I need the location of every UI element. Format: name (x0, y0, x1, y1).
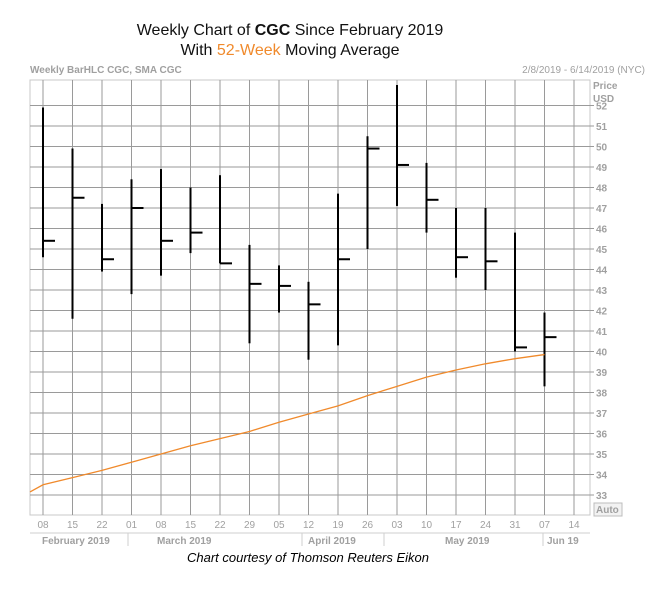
x-tick-label: 05 (273, 520, 285, 531)
x-tick-label: 03 (391, 520, 403, 531)
y-tick-label: 47 (596, 204, 608, 215)
y-tick-label: 43 (596, 286, 608, 297)
moving-average (29, 353, 545, 493)
month-label: April 2019 (308, 536, 356, 547)
x-tick-label: 14 (568, 520, 580, 531)
y-tick-label: 33 (596, 491, 608, 502)
subtitle-suffix: Moving Average (280, 42, 400, 59)
y-tick-label: 42 (596, 307, 608, 318)
x-tick-label: 08 (37, 520, 49, 531)
sma-line (29, 353, 545, 493)
y-tick-label: 50 (596, 143, 608, 154)
header-right: 2/8/2019 - 6/14/2019 (NYC) (522, 65, 645, 76)
x-tick-label: 24 (480, 520, 492, 531)
grid-lines (30, 80, 594, 515)
x-tick-label: 31 (509, 520, 521, 531)
x-tick-label: 29 (244, 520, 256, 531)
y-tick-label: 51 (596, 122, 608, 133)
x-tick-label: 01 (126, 520, 138, 531)
y-tick-label: 48 (596, 184, 608, 195)
month-label: Jun 19 (547, 536, 579, 547)
y-tick-label: 35 (596, 450, 608, 461)
y-tick-label: 34 (596, 471, 608, 482)
header-left: Weekly BarHLC CGC, SMA CGC (30, 65, 182, 76)
title-ticker: CGC (254, 22, 291, 39)
y-tick-label: 46 (596, 225, 608, 236)
y-axis-label-price: Price (593, 81, 618, 92)
y-tick-label: 39 (596, 368, 608, 379)
axis-labels: Weekly BarHLC CGC, SMA CGC 2/8/2019 - 6/1… (30, 65, 645, 547)
y-tick-label: 45 (596, 245, 608, 256)
y-tick-label: 44 (596, 266, 608, 277)
y-axis-label-usd: USD (593, 94, 614, 105)
month-label: February 2019 (42, 536, 110, 547)
y-tick-label: 38 (596, 389, 608, 400)
y-tick-label: 37 (596, 409, 608, 420)
y-tick-label: 52 (596, 102, 608, 113)
x-tick-label: 15 (185, 520, 197, 531)
month-label: March 2019 (157, 536, 212, 547)
y-tick-label: 40 (596, 348, 608, 359)
x-tick-label: 26 (362, 520, 374, 531)
chart-caption: Chart courtesy of Thomson Reuters Eikon (186, 550, 430, 565)
auto-scale-label: Auto (596, 505, 619, 516)
plot-border (29, 79, 591, 516)
chart-frame (29, 79, 591, 516)
x-tick-label: 10 (421, 520, 433, 531)
x-tick-label: 08 (155, 520, 167, 531)
x-tick-label: 12 (303, 520, 315, 531)
subtitle-prefix: With (180, 42, 217, 59)
x-tick-label: 22 (96, 520, 108, 531)
y-tick-label: 36 (596, 430, 608, 441)
chart-title: Weekly Chart of CGC Since February 2019 (0, 22, 580, 40)
y-tick-label: 41 (596, 327, 608, 338)
x-tick-label: 17 (450, 520, 462, 531)
chart-subtitle: With 52-Week Moving Average (0, 42, 580, 60)
title-prefix: Weekly Chart of (136, 22, 255, 39)
auto-scale-box (593, 502, 623, 517)
y-tick-label: 49 (596, 163, 608, 174)
subtitle-highlight: 52-Week (216, 42, 281, 59)
title-suffix: Since February 2019 (290, 22, 444, 39)
x-tick-label: 07 (539, 520, 551, 531)
x-tick-label: 15 (67, 520, 79, 531)
x-tick-label: 22 (214, 520, 226, 531)
month-label: May 2019 (445, 536, 490, 547)
x-tick-label: 19 (332, 520, 344, 531)
price-bars (42, 85, 557, 387)
